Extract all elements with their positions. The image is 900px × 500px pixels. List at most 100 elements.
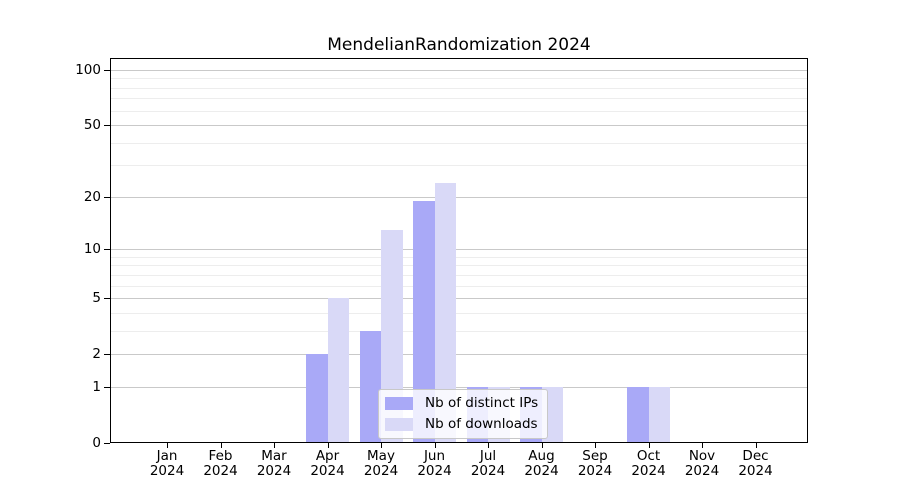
chart-title: MendelianRandomization 2024 xyxy=(327,35,591,55)
x-tick-mark xyxy=(274,443,275,448)
legend-label-distinct-ips: Nb of distinct IPs xyxy=(425,395,539,411)
minor-gridline xyxy=(110,78,808,80)
minor-gridline xyxy=(110,87,808,89)
x-tick-label: Feb 2024 xyxy=(203,449,237,479)
bar-may-distinct-ips xyxy=(359,330,381,443)
x-tick-mark xyxy=(595,443,596,448)
y-tick-mark xyxy=(104,70,110,71)
legend: Nb of distinct IPs Nb of downloads xyxy=(378,389,549,439)
x-tick-month: Feb xyxy=(208,448,233,464)
x-tick-year: 2024 xyxy=(577,463,613,479)
legend-item-distinct-ips: Nb of distinct IPs xyxy=(385,395,538,411)
minor-gridline xyxy=(110,110,808,112)
y-tick-mark xyxy=(104,354,110,355)
x-tick-year: 2024 xyxy=(631,463,666,479)
x-tick-month: Nov xyxy=(688,448,716,464)
y-tick-label: 5 xyxy=(92,290,101,307)
y-tick-mark xyxy=(104,387,110,388)
minor-gridline xyxy=(110,256,808,258)
x-tick-year: 2024 xyxy=(149,463,185,479)
x-tick-label: Dec 2024 xyxy=(738,449,772,479)
major-gridline xyxy=(110,125,808,127)
x-tick-mark xyxy=(488,443,489,448)
y-tick-label: 2 xyxy=(92,346,101,363)
x-tick-year: 2024 xyxy=(417,463,452,479)
x-tick-month: Sep xyxy=(582,448,608,464)
x-tick-month: Jul xyxy=(479,448,497,464)
y-tick-mark xyxy=(104,197,110,198)
major-gridline xyxy=(110,298,808,300)
x-tick-mark xyxy=(167,443,168,448)
bar-oct-downloads xyxy=(648,386,670,443)
x-tick-mark xyxy=(648,443,650,448)
x-tick-mark xyxy=(381,443,382,448)
legend-item-downloads: Nb of downloads xyxy=(385,416,538,432)
x-tick-month: Dec xyxy=(742,448,769,464)
x-tick-mark xyxy=(434,443,436,448)
x-tick-year: 2024 xyxy=(256,463,292,479)
x-tick-year: 2024 xyxy=(310,463,345,479)
x-tick-month: Oct xyxy=(636,448,661,464)
x-tick-year: 2024 xyxy=(524,463,559,479)
major-gridline xyxy=(110,69,808,71)
x-tick-month: May xyxy=(367,448,395,464)
x-tick-label: Jun 2024 xyxy=(417,449,451,479)
minor-gridline xyxy=(110,142,808,144)
x-tick-month: Apr xyxy=(315,448,340,464)
minor-gridline xyxy=(110,165,808,167)
y-tick-mark xyxy=(104,298,110,299)
major-gridline xyxy=(110,249,808,251)
x-tick-label: Aug 2024 xyxy=(524,449,558,479)
y-tick-mark xyxy=(104,443,110,444)
y-tick-mark xyxy=(104,249,110,250)
major-gridline xyxy=(110,354,808,356)
x-tick-mark xyxy=(327,443,329,448)
y-tick-label: 1 xyxy=(92,378,101,395)
y-tick-label: 10 xyxy=(83,241,101,258)
y-tick-label: 50 xyxy=(83,117,101,134)
x-tick-label: May 2024 xyxy=(364,449,398,479)
minor-gridline xyxy=(110,330,808,332)
x-tick-label: Nov 2024 xyxy=(685,449,719,479)
y-tick-mark xyxy=(104,125,110,126)
x-tick-label: Sep 2024 xyxy=(578,449,612,479)
y-tick-label: 100 xyxy=(75,61,101,78)
bar-jun-downloads xyxy=(434,182,456,443)
bar-apr-downloads xyxy=(327,298,349,443)
x-tick-label: Oct 2024 xyxy=(631,449,665,479)
x-tick-month: Jan xyxy=(156,448,178,464)
bar-apr-distinct-ips xyxy=(306,354,328,443)
x-tick-year: 2024 xyxy=(684,463,720,479)
x-tick-year: 2024 xyxy=(203,463,238,479)
x-tick-mark xyxy=(541,443,543,448)
x-tick-label: Mar 2024 xyxy=(257,449,291,479)
major-gridline xyxy=(110,196,808,198)
x-tick-year: 2024 xyxy=(470,463,506,479)
x-tick-month: Mar xyxy=(261,448,287,464)
x-tick-year: 2024 xyxy=(363,463,399,479)
plot-area xyxy=(110,58,808,443)
legend-swatch-downloads xyxy=(385,417,413,431)
legend-label-downloads: Nb of downloads xyxy=(425,416,538,432)
minor-gridline xyxy=(110,312,808,314)
x-tick-mark xyxy=(220,443,222,448)
bar-oct-distinct-ips xyxy=(627,386,649,443)
y-tick-label: 0 xyxy=(92,435,101,451)
minor-gridline xyxy=(110,98,808,100)
x-tick-label: Jul 2024 xyxy=(471,449,505,479)
minor-gridline xyxy=(110,285,808,287)
y-tick-label: 20 xyxy=(83,188,101,205)
legend-swatch-distinct-ips xyxy=(385,396,413,410)
x-tick-month: Aug xyxy=(528,448,555,464)
x-tick-mark xyxy=(702,443,703,448)
x-tick-mark xyxy=(755,443,757,448)
x-tick-year: 2024 xyxy=(738,463,773,479)
bar-jun-distinct-ips xyxy=(413,200,435,443)
x-tick-month: Jun xyxy=(423,448,446,464)
major-gridline xyxy=(110,386,808,388)
minor-gridline xyxy=(110,265,808,267)
x-tick-label: Jan 2024 xyxy=(150,449,184,479)
minor-gridline xyxy=(110,274,808,276)
x-tick-label: Apr 2024 xyxy=(310,449,344,479)
